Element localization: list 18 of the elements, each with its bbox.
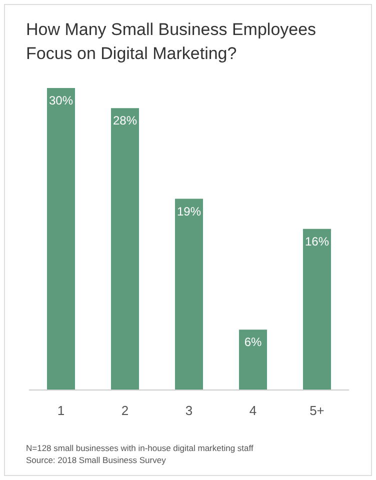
data-label: 30% [48, 94, 74, 108]
x-tick-label: 3 [185, 403, 193, 418]
x-tick-label: 1 [57, 403, 65, 418]
data-label: 16% [304, 234, 330, 248]
bar [303, 228, 331, 390]
chart-title: How Many Small Business Employees Focus on Digital Marketing? [26, 19, 318, 65]
text: N=128 small businesses with in-house digital marketing staff [26, 442, 254, 454]
data-label: 6% [244, 335, 262, 350]
data-label: 28% [112, 114, 138, 128]
bar [175, 198, 203, 390]
data-label: 19% [176, 204, 202, 218]
x-tick-label: 2 [121, 403, 129, 418]
bar [47, 88, 75, 390]
x-tick-label: 4 [249, 403, 257, 418]
x-tick-label: 5+ [310, 403, 324, 418]
bar [239, 330, 267, 390]
source-note: Source: 2018 Small Business Survey [26, 454, 167, 466]
bar [111, 108, 139, 390]
